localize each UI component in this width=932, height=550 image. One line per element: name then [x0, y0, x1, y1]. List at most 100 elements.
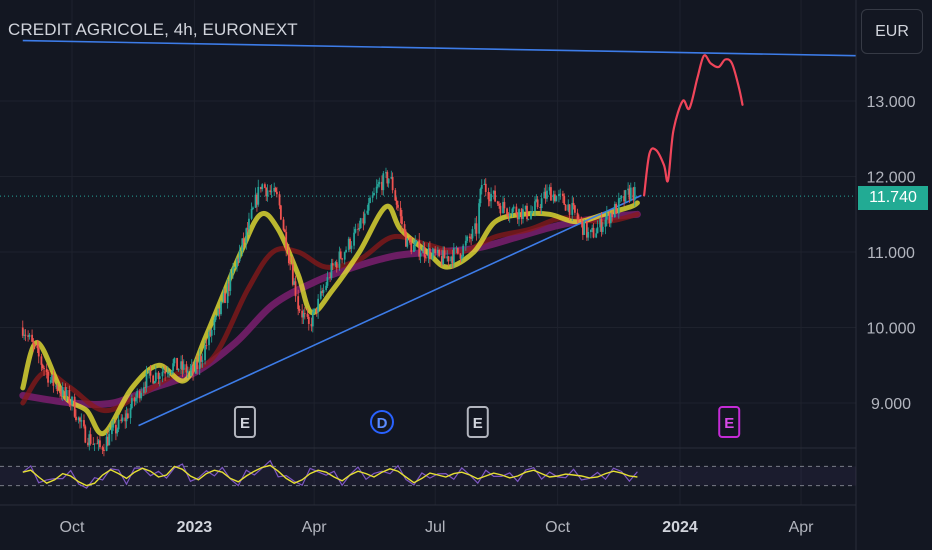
candle-body — [315, 308, 318, 313]
candle-body — [394, 190, 397, 201]
candle-body — [442, 250, 445, 265]
candle-body — [496, 201, 499, 204]
candle-body — [264, 184, 266, 188]
dividend-marker[interactable]: D — [369, 410, 394, 434]
candle-body — [451, 256, 454, 263]
candle-body — [349, 238, 351, 249]
price-candles — [21, 167, 636, 457]
candle-body — [220, 301, 222, 315]
earnings-marker[interactable]: E — [718, 406, 741, 438]
candle-body — [564, 204, 567, 211]
candle-body — [484, 183, 487, 192]
candle-body — [443, 250, 446, 259]
candle-body — [326, 277, 329, 286]
candle-body — [59, 391, 61, 394]
candle-body — [173, 357, 176, 364]
candle-body — [478, 203, 481, 234]
candle-body — [601, 226, 604, 232]
time-tick-label: Oct — [545, 519, 570, 536]
candle-body — [222, 293, 225, 302]
candle-body — [248, 218, 250, 230]
candle-body — [241, 238, 244, 251]
candle-body — [133, 398, 136, 402]
candle-body — [418, 240, 421, 257]
candle-body — [71, 396, 73, 405]
candle-body — [531, 210, 534, 213]
candle-body — [180, 361, 182, 369]
candle-body — [492, 190, 495, 194]
candle-body — [307, 316, 310, 324]
candle-body — [546, 190, 548, 199]
candle-body — [80, 420, 83, 422]
candle-body — [427, 248, 430, 259]
candle-body — [201, 360, 204, 362]
rsi-pane — [0, 459, 856, 489]
candle-body — [129, 408, 132, 419]
candle-body — [335, 262, 338, 268]
candle-body — [27, 335, 29, 337]
candle-body — [450, 256, 453, 262]
candle-body — [213, 319, 216, 330]
candle-body — [464, 240, 467, 246]
candle-body — [555, 196, 558, 202]
trendline — [22, 39, 856, 57]
earnings-marker[interactable]: E — [233, 406, 256, 438]
candle-body — [629, 187, 632, 200]
candle-body — [334, 262, 337, 266]
candle-body — [353, 232, 355, 246]
candle-body — [367, 203, 370, 211]
candle-body — [422, 247, 425, 254]
candle-body — [536, 199, 539, 208]
candle-body — [330, 263, 333, 278]
candle-body — [508, 214, 511, 217]
candle-body — [627, 188, 630, 191]
candle-body — [455, 247, 458, 249]
earnings-marker-shape — [466, 406, 489, 438]
candle-body — [617, 198, 620, 214]
event-marker-label: D — [377, 415, 388, 432]
candle-body — [347, 238, 350, 250]
time-axis[interactable]: Oct 2023 Apr Jul Oct 2024 Apr — [60, 519, 815, 536]
price-axis[interactable]: 9.000 10.000 11.000 12.000 13.000 — [867, 94, 916, 413]
candle-body — [431, 253, 434, 260]
earnings-marker[interactable]: E — [466, 406, 489, 438]
candle-body — [144, 387, 147, 389]
candle-body — [145, 372, 148, 388]
rsi-signal-line — [22, 459, 638, 489]
candle-body — [358, 228, 361, 230]
candle-body — [73, 396, 76, 417]
candle-body — [386, 172, 389, 184]
candle-body — [257, 186, 260, 205]
candle-body — [623, 195, 626, 202]
candle-body — [548, 187, 551, 191]
candle-body — [410, 242, 413, 252]
candle-body — [105, 436, 108, 451]
candle-body — [69, 404, 72, 406]
candle-body — [611, 213, 614, 218]
currency-button[interactable]: EUR — [861, 9, 923, 54]
candle-body — [515, 206, 518, 214]
candle-body — [232, 268, 234, 274]
candle-body — [581, 221, 584, 235]
candle-body — [518, 208, 520, 220]
candle-body — [103, 449, 105, 451]
candle-body — [269, 190, 272, 193]
candle-body — [285, 232, 288, 250]
candle-body — [310, 323, 313, 327]
candle-body — [112, 424, 115, 428]
candle-body — [204, 345, 206, 361]
candle-body — [362, 218, 365, 224]
candle-body — [466, 236, 469, 241]
candle-body — [226, 283, 229, 303]
candle-body — [507, 214, 510, 217]
candle-body — [377, 184, 379, 187]
candle-body — [526, 205, 528, 220]
candle-body — [275, 191, 278, 195]
candle-body — [534, 201, 536, 211]
candle-body — [261, 184, 264, 190]
event-marker-label: E — [240, 415, 250, 432]
candle-body — [339, 251, 342, 259]
rsi-band — [0, 466, 856, 486]
